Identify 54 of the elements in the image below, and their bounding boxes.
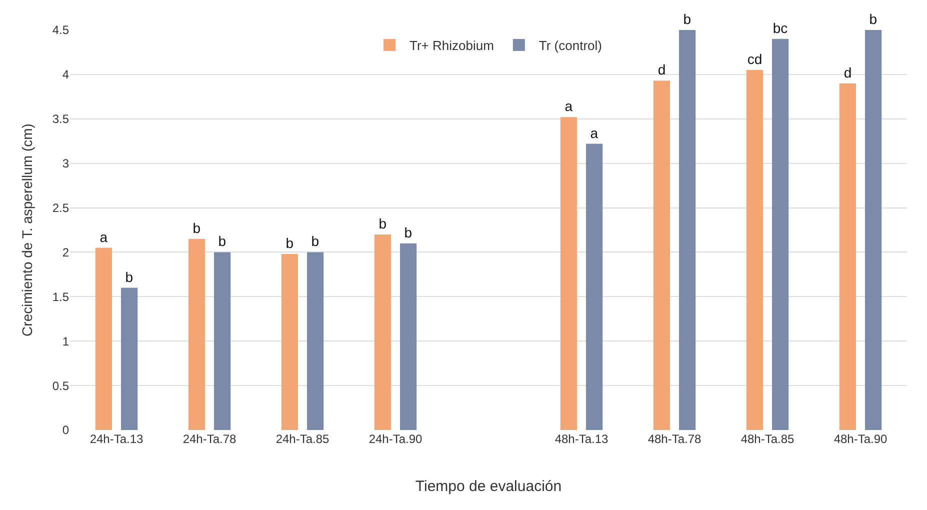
bar (95, 248, 112, 430)
data-label: b (192, 220, 201, 236)
bar (653, 80, 670, 430)
data-label: b (286, 235, 294, 251)
y-tick-label: 4 (62, 68, 70, 82)
y-tick-label: 2 (62, 245, 70, 260)
bar (188, 238, 206, 430)
bar (772, 38, 789, 430)
data-label: b (683, 11, 692, 27)
y-tick-label: 3 (62, 156, 70, 171)
legend-label: Tr (control) (538, 38, 602, 54)
bar (678, 30, 696, 430)
data-label: b (378, 215, 387, 232)
data-label: a (590, 124, 598, 141)
y-tick-label: 0 (62, 423, 70, 438)
data-label: a (564, 98, 573, 114)
data-label: cd (747, 51, 762, 67)
x-tick-label: 24h-Ta.85 (276, 432, 330, 446)
x-tick-label: 48h-Ta.78 (648, 432, 702, 446)
bar (214, 252, 231, 430)
bar (306, 252, 324, 430)
x-tick-label: 48h-Ta.13 (554, 432, 609, 446)
data-label: bc (772, 20, 788, 36)
x-axis-title: Tiempo de evaluación (415, 478, 562, 495)
legend-label: Tr+ Rhizobium (410, 38, 494, 54)
bar (839, 83, 856, 430)
bar (746, 70, 764, 430)
y-axis-title: Crecimiento de T. asperellum (cm) (19, 124, 35, 336)
data-label: b (125, 268, 134, 285)
bar (560, 117, 578, 430)
bar (586, 144, 603, 430)
y-tick-label: 2.5 (52, 200, 70, 215)
data-label: b (218, 233, 226, 250)
x-tick-label: 24h-Ta.13 (90, 432, 144, 446)
data-label: b (404, 224, 412, 240)
y-tick-label: 3.5 (52, 112, 70, 126)
x-tick-label: 48h-Ta.85 (740, 432, 795, 446)
x-tick-label: 48h-Ta.90 (834, 432, 888, 446)
bar (400, 243, 417, 430)
bar (281, 254, 298, 430)
y-tick-label: 4.5 (52, 23, 70, 38)
data-label: b (311, 233, 320, 250)
data-label: d (844, 64, 852, 80)
data-label: a (100, 228, 108, 245)
bar (374, 234, 392, 430)
bar (120, 288, 138, 430)
y-tick-label: 0.5 (52, 378, 70, 393)
data-label: d (658, 62, 666, 78)
bar (864, 30, 882, 430)
y-tick-label: 1.5 (52, 290, 70, 304)
x-tick-label: 24h-Ta.90 (368, 432, 423, 446)
x-tick-label: 24h-Ta.78 (182, 432, 237, 446)
y-tick-label: 1 (62, 334, 70, 348)
data-label: b (869, 11, 878, 27)
